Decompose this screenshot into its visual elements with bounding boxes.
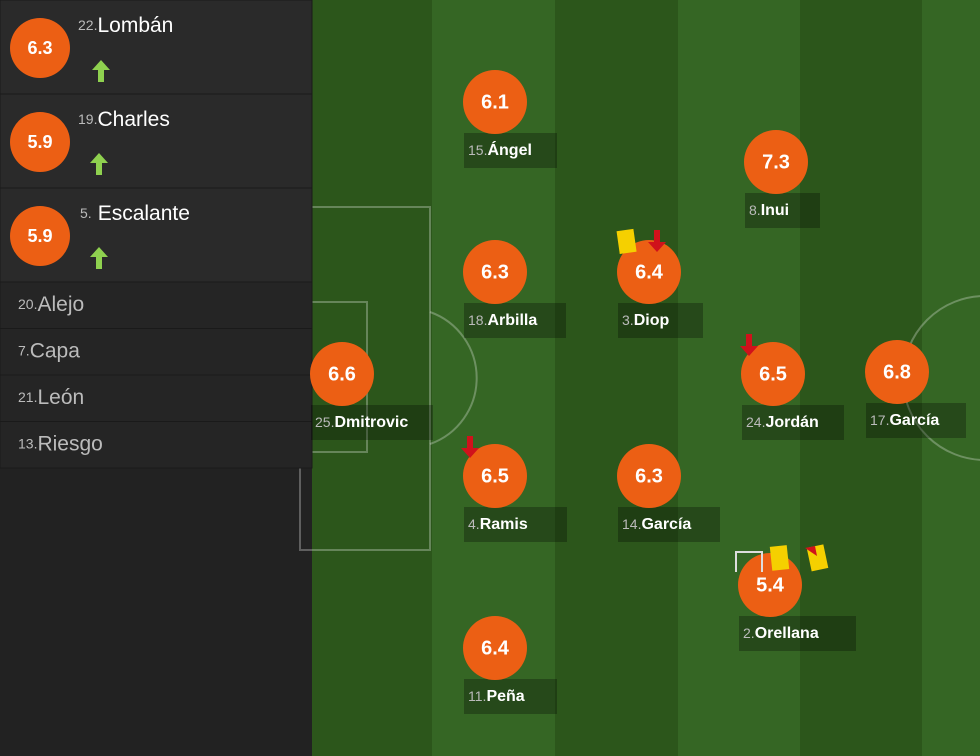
name-box [464, 133, 557, 168]
player-name: Diop [634, 312, 670, 329]
rating: 6.4 [635, 261, 664, 283]
bench-row [0, 374, 313, 422]
player-label: 14.García [622, 516, 691, 534]
bench-name: Capa [30, 339, 81, 362]
rating-badge [463, 444, 527, 508]
player-label: 18.Arbilla [468, 312, 537, 330]
sub-name: Escalante [98, 202, 190, 225]
name-box [739, 616, 856, 651]
bench-player: 7.Capa [18, 339, 80, 362]
name-box [742, 405, 844, 440]
rating: 6.3 [27, 38, 52, 58]
rating: 6.1 [481, 91, 509, 113]
player-name: Peña [486, 688, 524, 705]
player-name: Inui [761, 202, 789, 219]
sub-name: Charles [97, 108, 169, 131]
bench-name: Alejo [37, 293, 84, 316]
rating-badge [463, 70, 527, 134]
sub-number: 19. [78, 111, 97, 127]
player-name: Ramis [480, 516, 528, 533]
rating: 5.9 [27, 132, 52, 152]
bench-player: 20.Alejo [18, 293, 84, 316]
name-box [618, 507, 720, 542]
bench-row [0, 421, 313, 469]
rating-badge [617, 240, 681, 304]
player-number: 14. [622, 516, 641, 532]
player-number: 25. [315, 414, 334, 430]
player-name: Dmitrovic [334, 414, 408, 431]
player-number: 2. [743, 625, 755, 641]
bench-number: 21. [18, 389, 37, 405]
bench-number: 13. [18, 435, 37, 451]
sub-player: 5. Escalante [80, 202, 190, 225]
player-label: 15.Ángel [468, 140, 532, 159]
rating: 6.8 [883, 361, 911, 383]
bench-number: 20. [18, 296, 37, 312]
player-number: 11. [468, 688, 486, 704]
player-name: García [641, 516, 691, 533]
player-number: 24. [746, 414, 765, 430]
player-number: 15. [468, 142, 487, 158]
name-box [745, 193, 820, 228]
name-box [618, 303, 703, 338]
rating-badge [744, 130, 808, 194]
player-label: 2.Orellana [743, 625, 819, 643]
player-name: Orellana [755, 625, 819, 642]
rating-badge [310, 342, 374, 406]
bench-row [0, 281, 313, 329]
player-label: 8.Inui [749, 202, 789, 220]
player-label: 25.Dmitrovic [315, 414, 408, 432]
rating: 6.6 [328, 363, 356, 385]
rating-badge [741, 342, 805, 406]
rating: 7.3 [762, 151, 790, 173]
rating-badge [463, 616, 527, 680]
rating: 6.5 [481, 465, 509, 487]
player-label: 17.García [870, 412, 939, 430]
rating-badge [463, 240, 527, 304]
name-box [464, 507, 567, 542]
rating-badge [10, 112, 70, 172]
rating-badge [865, 340, 929, 404]
rating-badge [617, 444, 681, 508]
sub-number: 22. [78, 17, 97, 33]
name-box [464, 679, 557, 714]
player-number: 18. [468, 312, 487, 328]
rating-badge [10, 18, 70, 78]
player-name: García [889, 412, 939, 429]
player-number: 8. [749, 202, 761, 218]
rating: 6.3 [635, 465, 663, 487]
player-label: 24.Jordán [746, 414, 819, 432]
sub-name: Lombán [97, 14, 173, 37]
player-number: 4. [468, 516, 480, 532]
rating-badge [10, 206, 70, 266]
rating: 6.4 [481, 637, 510, 659]
player-number: 17. [870, 412, 889, 428]
rating: 5.4 [756, 574, 785, 596]
sub-player: 22.Lombán [78, 14, 173, 37]
bench-row [0, 328, 313, 376]
sub-player: 19.Charles [78, 108, 170, 131]
bench-number: 7. [18, 342, 30, 358]
event-icons [90, 60, 829, 572]
player-label: 3.Diop [622, 312, 669, 330]
sub-number: 5. [80, 205, 92, 221]
rating: 6.5 [759, 363, 787, 385]
name-box [464, 303, 566, 338]
bench-player: 21.León [18, 386, 84, 409]
name-box [311, 405, 433, 440]
bench-name: Riesgo [37, 432, 102, 455]
bench-player: 13.Riesgo [18, 432, 103, 455]
name-box [866, 403, 966, 438]
player-name: Arbilla [487, 312, 537, 329]
player-name: Ángel [487, 140, 531, 159]
rating: 6.3 [481, 261, 509, 283]
player-label: 11.Peña [468, 688, 525, 706]
bench-name: León [37, 386, 84, 409]
rating: 5.9 [27, 226, 52, 246]
player-number: 3. [622, 312, 634, 328]
player-label: 4.Ramis [468, 516, 528, 534]
player-name: Jordán [765, 414, 818, 431]
